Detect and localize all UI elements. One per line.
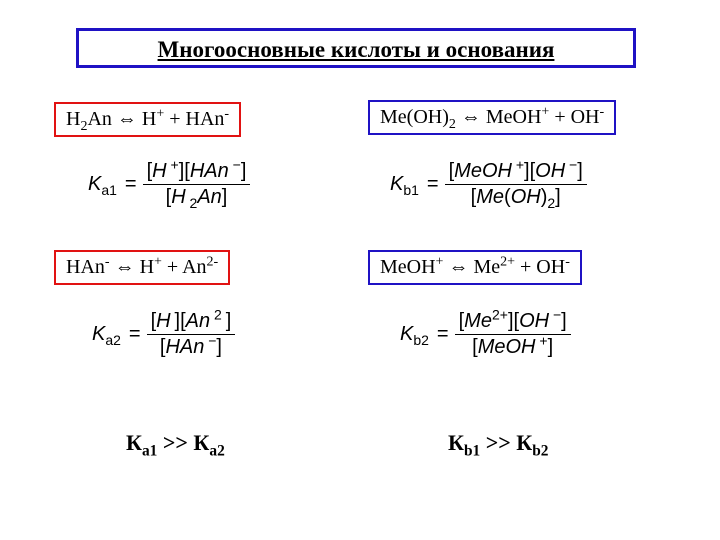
acid-ka2-formula: Ka2 = [H ][An 2 ] [HAn −] [92, 310, 235, 359]
base-dissociation-1: Me(OH)2 ⇔ MeOH+ + OH- [380, 106, 604, 128]
base-kb1-lhs: Kb1 [390, 173, 419, 196]
base-kb1-fraction: [MeOH +][OH −] [Me(OH)2] [445, 160, 587, 209]
base-k-relation: Кb1 >> Кb2 [448, 430, 549, 456]
base-dissociation-1-box: Me(OH)2 ⇔ MeOH+ + OH- [368, 100, 616, 135]
base-kb2-formula: Kb2 = [Me2+][OH −] [MeOH +] [400, 310, 571, 359]
base-kb2-fraction: [Me2+][OH −] [MeOH +] [455, 310, 571, 359]
base-dissociation-2: MeOH+ ⇔ Me2+ + OH- [380, 256, 570, 278]
title-text: Многоосновные кислоты и основания [158, 37, 555, 63]
base-kb1-numerator: [MeOH +][OH −] [445, 160, 587, 183]
base-dissociation-2-box: MeOH+ ⇔ Me2+ + OH- [368, 250, 582, 285]
fraction-bar [147, 334, 236, 335]
acid-dissociation-2-box: HAn- ⇔ H+ + An2- [54, 250, 230, 285]
acid-k-relation: Ка1 >> Ка2 [126, 430, 225, 456]
acid-dissociation-2: HAn- ⇔ H+ + An2- [66, 256, 218, 278]
acid-ka2-denominator: [HAn −] [156, 336, 226, 359]
fraction-bar [455, 334, 571, 335]
acid-ka2-fraction: [H ][An 2 ] [HAn −] [147, 310, 236, 359]
acid-ka1-fraction: [H +][HAn −] [H 2An] [143, 160, 251, 209]
base-kb2-numerator: [Me2+][OH −] [455, 310, 571, 333]
fraction-bar [445, 184, 587, 185]
acid-ka1-numerator: [H +][HAn −] [143, 160, 251, 183]
base-kb1-formula: Kb1 = [MeOH +][OH −] [Me(OH)2] [390, 160, 587, 209]
acid-ka2-numerator: [H ][An 2 ] [147, 310, 236, 333]
acid-ka1-formula: Ka1 = [H +][HAn −] [H 2An] [88, 160, 250, 209]
acid-ka2-lhs: Ka2 [92, 323, 121, 346]
slide: Многоосновные кислоты и основания H2An ⇔… [0, 0, 720, 540]
equals-sign: = [437, 323, 449, 346]
equals-sign: = [427, 173, 439, 196]
base-kb2-lhs: Kb2 [400, 323, 429, 346]
equals-sign: = [125, 173, 137, 196]
base-kb2-denominator: [MeOH +] [468, 336, 557, 359]
acid-ka1-lhs: Ka1 [88, 173, 117, 196]
acid-dissociation-1: H2An ⇔ H+ + HAn- [66, 108, 229, 130]
acid-ka1-denominator: [H 2An] [162, 186, 232, 209]
equals-sign: = [129, 323, 141, 346]
title-box: Многоосновные кислоты и основания [76, 28, 636, 68]
base-kb1-denominator: [Me(OH)2] [467, 186, 565, 209]
acid-dissociation-1-box: H2An ⇔ H+ + HAn- [54, 102, 241, 137]
fraction-bar [143, 184, 251, 185]
